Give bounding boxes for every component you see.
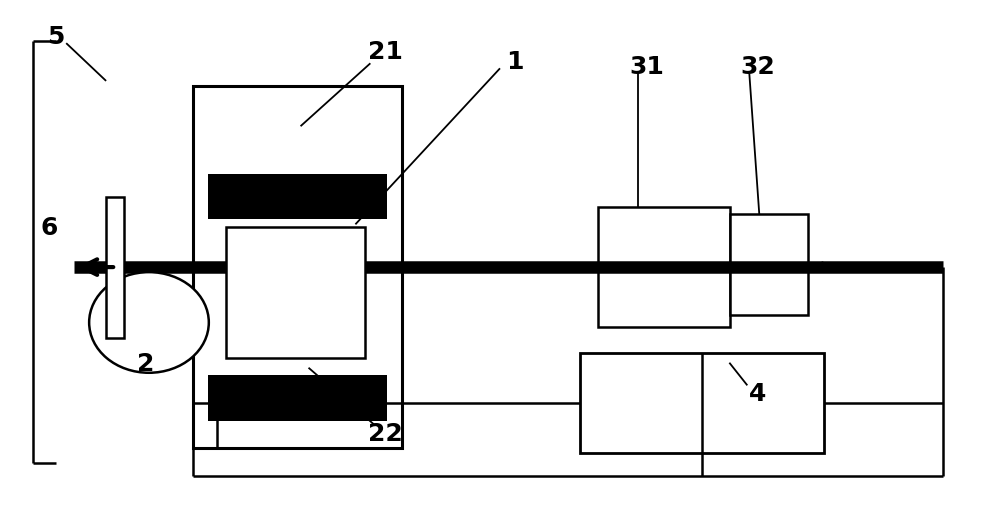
Bar [106,197,124,338]
Text: 22: 22 [368,421,403,445]
Bar [193,87,402,448]
Bar [730,215,808,315]
Text: 6: 6 [41,216,58,239]
Bar [208,376,387,421]
Text: 1: 1 [506,49,524,74]
Text: 4: 4 [749,381,766,405]
Text: 2: 2 [137,351,155,375]
Text: 5: 5 [48,25,65,48]
Bar [226,227,365,358]
Bar [580,353,824,453]
Bar [208,175,387,220]
Text: 32: 32 [740,55,775,79]
Bar [598,207,730,328]
Ellipse shape [89,273,209,373]
Text: 31: 31 [629,55,664,79]
Text: 21: 21 [368,39,403,64]
